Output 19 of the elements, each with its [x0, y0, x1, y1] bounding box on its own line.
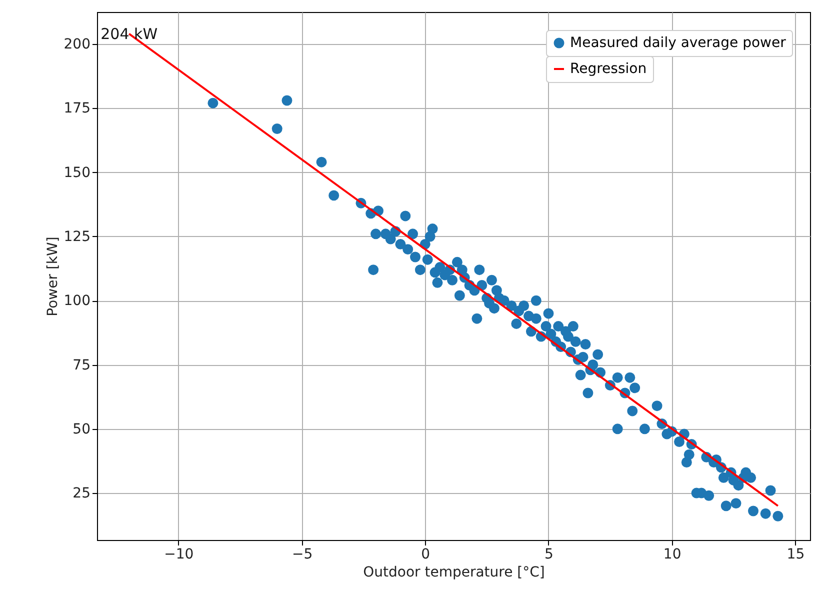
- y-tick-label: 150: [64, 164, 90, 181]
- x-tick-label: 5: [544, 546, 554, 562]
- x-tick-label: 15: [786, 546, 805, 562]
- legend-label: Measured daily average power: [570, 35, 786, 51]
- x-tick-label: 10: [663, 546, 682, 562]
- y-tick-label: 100: [64, 293, 90, 310]
- y-tick-label: 125: [64, 228, 90, 245]
- legend-label: Regression: [570, 61, 647, 77]
- y-tick-label: 200: [64, 36, 90, 53]
- x-tick-label: −5: [292, 546, 313, 562]
- annotation: 204 kW: [100, 24, 158, 43]
- y-axis-title: Power [kW]: [44, 236, 61, 316]
- y-tick-label: 50: [72, 421, 90, 438]
- x-tick-label: −10: [164, 546, 194, 562]
- x-tick-label: 0: [421, 546, 430, 562]
- x-axis-title: Outdoor temperature [°C]: [363, 564, 545, 580]
- y-tick-label: 25: [72, 486, 90, 502]
- y-tick-label: 75: [72, 357, 90, 374]
- y-tick-label: 175: [64, 100, 90, 117]
